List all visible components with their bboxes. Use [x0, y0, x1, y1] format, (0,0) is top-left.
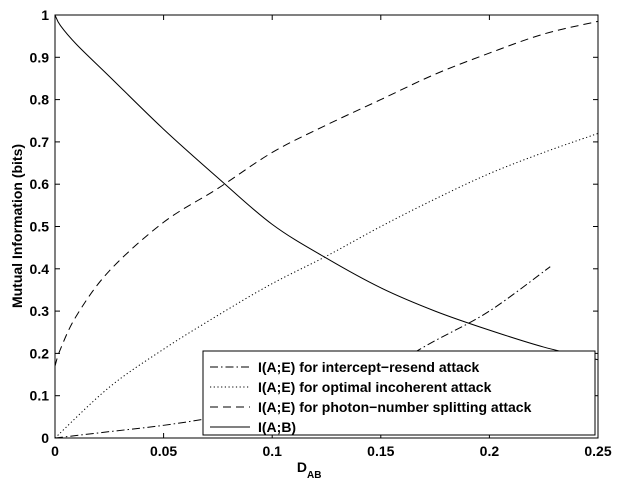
legend: I(A;E) for intercept−resend attack I(A;E)…	[202, 350, 596, 436]
legend-label-3: I(A;B)	[258, 419, 296, 435]
x-tick-label: 0.05	[150, 443, 177, 459]
x-axis-label: D	[297, 459, 307, 475]
legend-label-0: I(A;E) for intercept−resend attack	[258, 359, 480, 375]
legend-label-1: I(A;E) for optimal incoherent attack	[258, 379, 492, 395]
y-tick-label: 0.7	[30, 134, 50, 150]
y-tick-label: 0.1	[30, 388, 50, 404]
y-tick-label: 0.3	[30, 303, 50, 319]
legend-box	[202, 350, 596, 436]
y-tick-label: 0.2	[30, 345, 50, 361]
y-tick-label: 0.5	[30, 219, 50, 235]
x-tick-label: 0.25	[584, 443, 611, 459]
ticks: 0 0.05 0.1 0.15 0.2 0.25 0 0.1 0.2 0.3 0.4 0.5 0.6 0.…	[30, 7, 612, 459]
series-line-2	[55, 20, 598, 367]
y-tick-label: 1	[41, 7, 49, 23]
series-line-1	[55, 132, 598, 438]
y-tick-label: 0.8	[30, 92, 50, 108]
x-axis-label-main: D	[297, 459, 307, 475]
y-tick-label: 0.6	[30, 176, 50, 192]
y-tick-label: 0.4	[30, 261, 50, 277]
x-tick-label: 0.1	[262, 443, 282, 459]
y-tick-label: 0	[41, 430, 49, 446]
y-axis-label: Mutual Information (bits)	[9, 144, 25, 308]
x-tick-label: 0.2	[480, 443, 500, 459]
x-axis-label-subscript: AB	[307, 470, 321, 481]
legend-label-2: I(A;E) for photon−number splitting attac…	[258, 399, 532, 415]
x-tick-label: 0.15	[367, 443, 394, 459]
x-tick-label: 0	[51, 443, 59, 459]
y-tick-label: 0.9	[30, 49, 50, 65]
series-line-3	[55, 15, 598, 361]
